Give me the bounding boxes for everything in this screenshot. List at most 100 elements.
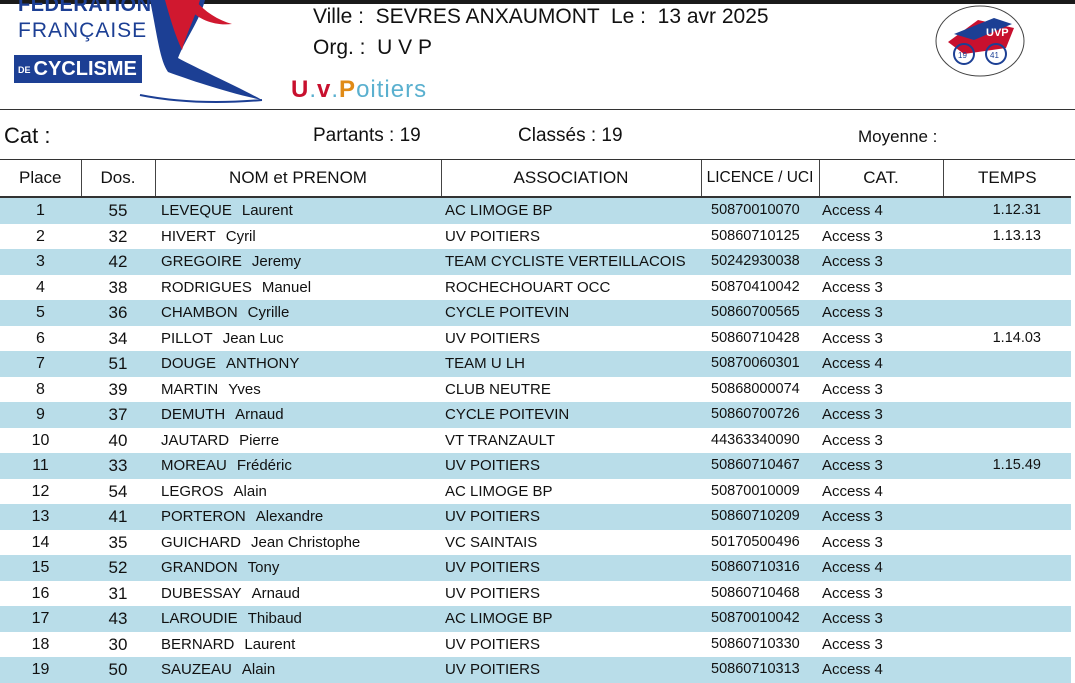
last-name: GREGOIRE: [161, 253, 242, 270]
table-row: 13 41 PORTERON Alexandre UV POITIERS 50860710…: [0, 504, 1071, 530]
club-script-v: v: [317, 76, 332, 103]
category-cell: Access 3: [819, 376, 943, 402]
name-cell: CHAMBON Cyrille: [155, 300, 441, 326]
name-cell: DEMUTH Arnaud: [155, 402, 441, 428]
category-cell: Access 3: [819, 300, 943, 326]
association-cell: CLUB NEUTRE: [441, 376, 701, 402]
name-cell: PORTERON Alexandre: [155, 504, 441, 530]
last-name: BERNARD: [161, 635, 235, 653]
category-cell: Access 3: [819, 223, 943, 249]
club-script-rest: oitiers: [356, 76, 428, 103]
table-row: 19 50 SAUZEAU Alain UV POITIERS 50860710313 Ac…: [0, 657, 1071, 683]
place-cell: 8: [0, 376, 81, 402]
uvp-logo-year-right: 41: [990, 51, 999, 60]
category-cell: Access 4: [819, 197, 943, 224]
first-name: Yves: [228, 380, 261, 398]
name-cell: GUICHARD Jean Christophe: [155, 529, 441, 555]
time-cell: [943, 427, 1071, 453]
last-name: SAUZEAU: [161, 661, 232, 678]
table-row: 4 38 RODRIGUES Manuel ROCHECHOUART OCC 508704…: [0, 274, 1071, 300]
name-cell: GREGOIRE Jeremy: [155, 249, 441, 275]
place-cell: 13: [0, 504, 81, 530]
category-cell: Access 3: [819, 427, 943, 453]
first-name: Alain: [241, 661, 276, 678]
licence-cell: 50242930038: [701, 249, 819, 275]
name-cell: LAROUDIE Thibaud: [155, 606, 441, 632]
place-cell: 3: [0, 249, 81, 275]
first-name: Laurent: [244, 635, 296, 653]
association-cell: UV POITIERS: [441, 504, 701, 530]
place-cell: 14: [0, 529, 81, 555]
table-row: 2 32 HIVERT Cyril UV POITIERS 50860710125 Acce…: [0, 223, 1071, 249]
licence-cell: 50860710125: [701, 223, 819, 249]
name-cell: PILLOT Jean Luc: [155, 325, 441, 351]
table-row: 16 31 DUBESSAY Arnaud UV POITIERS 50860710468…: [0, 580, 1071, 606]
time-cell: [943, 580, 1071, 606]
association-cell: UV POITIERS: [441, 223, 701, 249]
association-cell: UV POITIERS: [441, 657, 701, 683]
table-row: 10 40 JAUTARD Pierre VT TRANZAULT 44363340090…: [0, 427, 1071, 453]
place-cell: 12: [0, 478, 81, 504]
licence-cell: 50170500496: [701, 529, 819, 555]
place-cell: 1: [0, 197, 81, 224]
table-row: 15 52 GRANDON Tony UV POITIERS 50860710316 Acc…: [0, 555, 1071, 581]
first-name: Alain: [233, 482, 267, 500]
race-organizer: Org. : U V P: [313, 36, 433, 59]
table-row: 7 51 DOUGE ANTHONY TEAM U LH 50870060301 Acces…: [0, 351, 1071, 377]
name-cell: RODRIGUES Manuel: [155, 274, 441, 300]
licence-cell: 50870410042: [701, 274, 819, 300]
results-table: Place Dos. NOM et PRENOM ASSOCIATION LIC…: [0, 160, 1071, 683]
time-cell: [943, 300, 1071, 326]
association-cell: VC SAINTAIS: [441, 529, 701, 555]
last-name: MARTIN: [161, 380, 219, 398]
licence-cell: 50860700726: [701, 402, 819, 428]
time-cell: [943, 351, 1071, 377]
first-name: Thibaud: [247, 610, 302, 627]
place-cell: 10: [0, 427, 81, 453]
first-name: Arnaud: [235, 406, 284, 423]
col-header-nom: NOM et PRENOM: [154, 160, 441, 198]
dos-cell: 32: [81, 223, 155, 249]
place-cell: 7: [0, 351, 81, 377]
association-cell: TEAM CYCLISTE VERTEILLACOIS: [441, 249, 701, 275]
table-row: 17 43 LAROUDIE Thibaud AC LIMOGE BP 508700100…: [0, 606, 1071, 632]
time-cell: 1.14.03: [943, 325, 1071, 351]
association-cell: UV POITIERS: [441, 580, 701, 606]
licence-cell: 50860710313: [701, 657, 819, 683]
time-cell: [943, 529, 1071, 555]
time-cell: [943, 606, 1071, 632]
name-cell: SAUZEAU Alain: [155, 657, 441, 683]
dos-cell: 51: [81, 351, 155, 377]
place-cell: 19: [0, 657, 81, 683]
table-row: 12 54 LEGROS Alain AC LIMOGE BP 50870010009 Ac…: [0, 478, 1071, 504]
dos-cell: 36: [81, 300, 155, 326]
licence-cell: 44363340090: [701, 427, 819, 453]
last-name: PILLOT: [161, 329, 213, 347]
place-cell: 4: [0, 274, 81, 300]
first-name: Alexandre: [255, 508, 324, 525]
dos-cell: 54: [81, 478, 155, 504]
place-cell: 6: [0, 325, 81, 351]
average-speed-label: Moyenne :: [858, 127, 938, 146]
club-name-script: U.v.Poitiers: [291, 76, 427, 104]
club-script-dot1: .: [309, 76, 318, 103]
ffc-text-cyclisme: DE CYCLISME: [14, 55, 142, 83]
first-name: ANTHONY: [226, 355, 300, 372]
category-cell: Access 3: [819, 504, 943, 530]
dos-cell: 31: [81, 580, 155, 606]
last-name: DUBESSAY: [161, 584, 242, 602]
last-name: DEMUTH: [161, 406, 226, 423]
category-cell: Access 3: [819, 529, 943, 555]
category-label: Cat :: [4, 123, 51, 148]
category-cell: Access 4: [819, 351, 943, 377]
top-border: [0, 0, 1075, 4]
dos-cell: 40: [81, 427, 155, 453]
club-script-dot2: .: [331, 76, 340, 103]
last-name: PORTERON: [161, 508, 246, 525]
ffc-logo: FEDERATION FRANÇAISE DE CYCLISME: [0, 0, 270, 105]
first-name: Jean Luc: [222, 329, 284, 347]
association-cell: AC LIMOGE BP: [441, 606, 701, 632]
licence-cell: 50860710467: [701, 453, 819, 479]
time-cell: [943, 478, 1071, 504]
dos-cell: 50: [81, 657, 155, 683]
